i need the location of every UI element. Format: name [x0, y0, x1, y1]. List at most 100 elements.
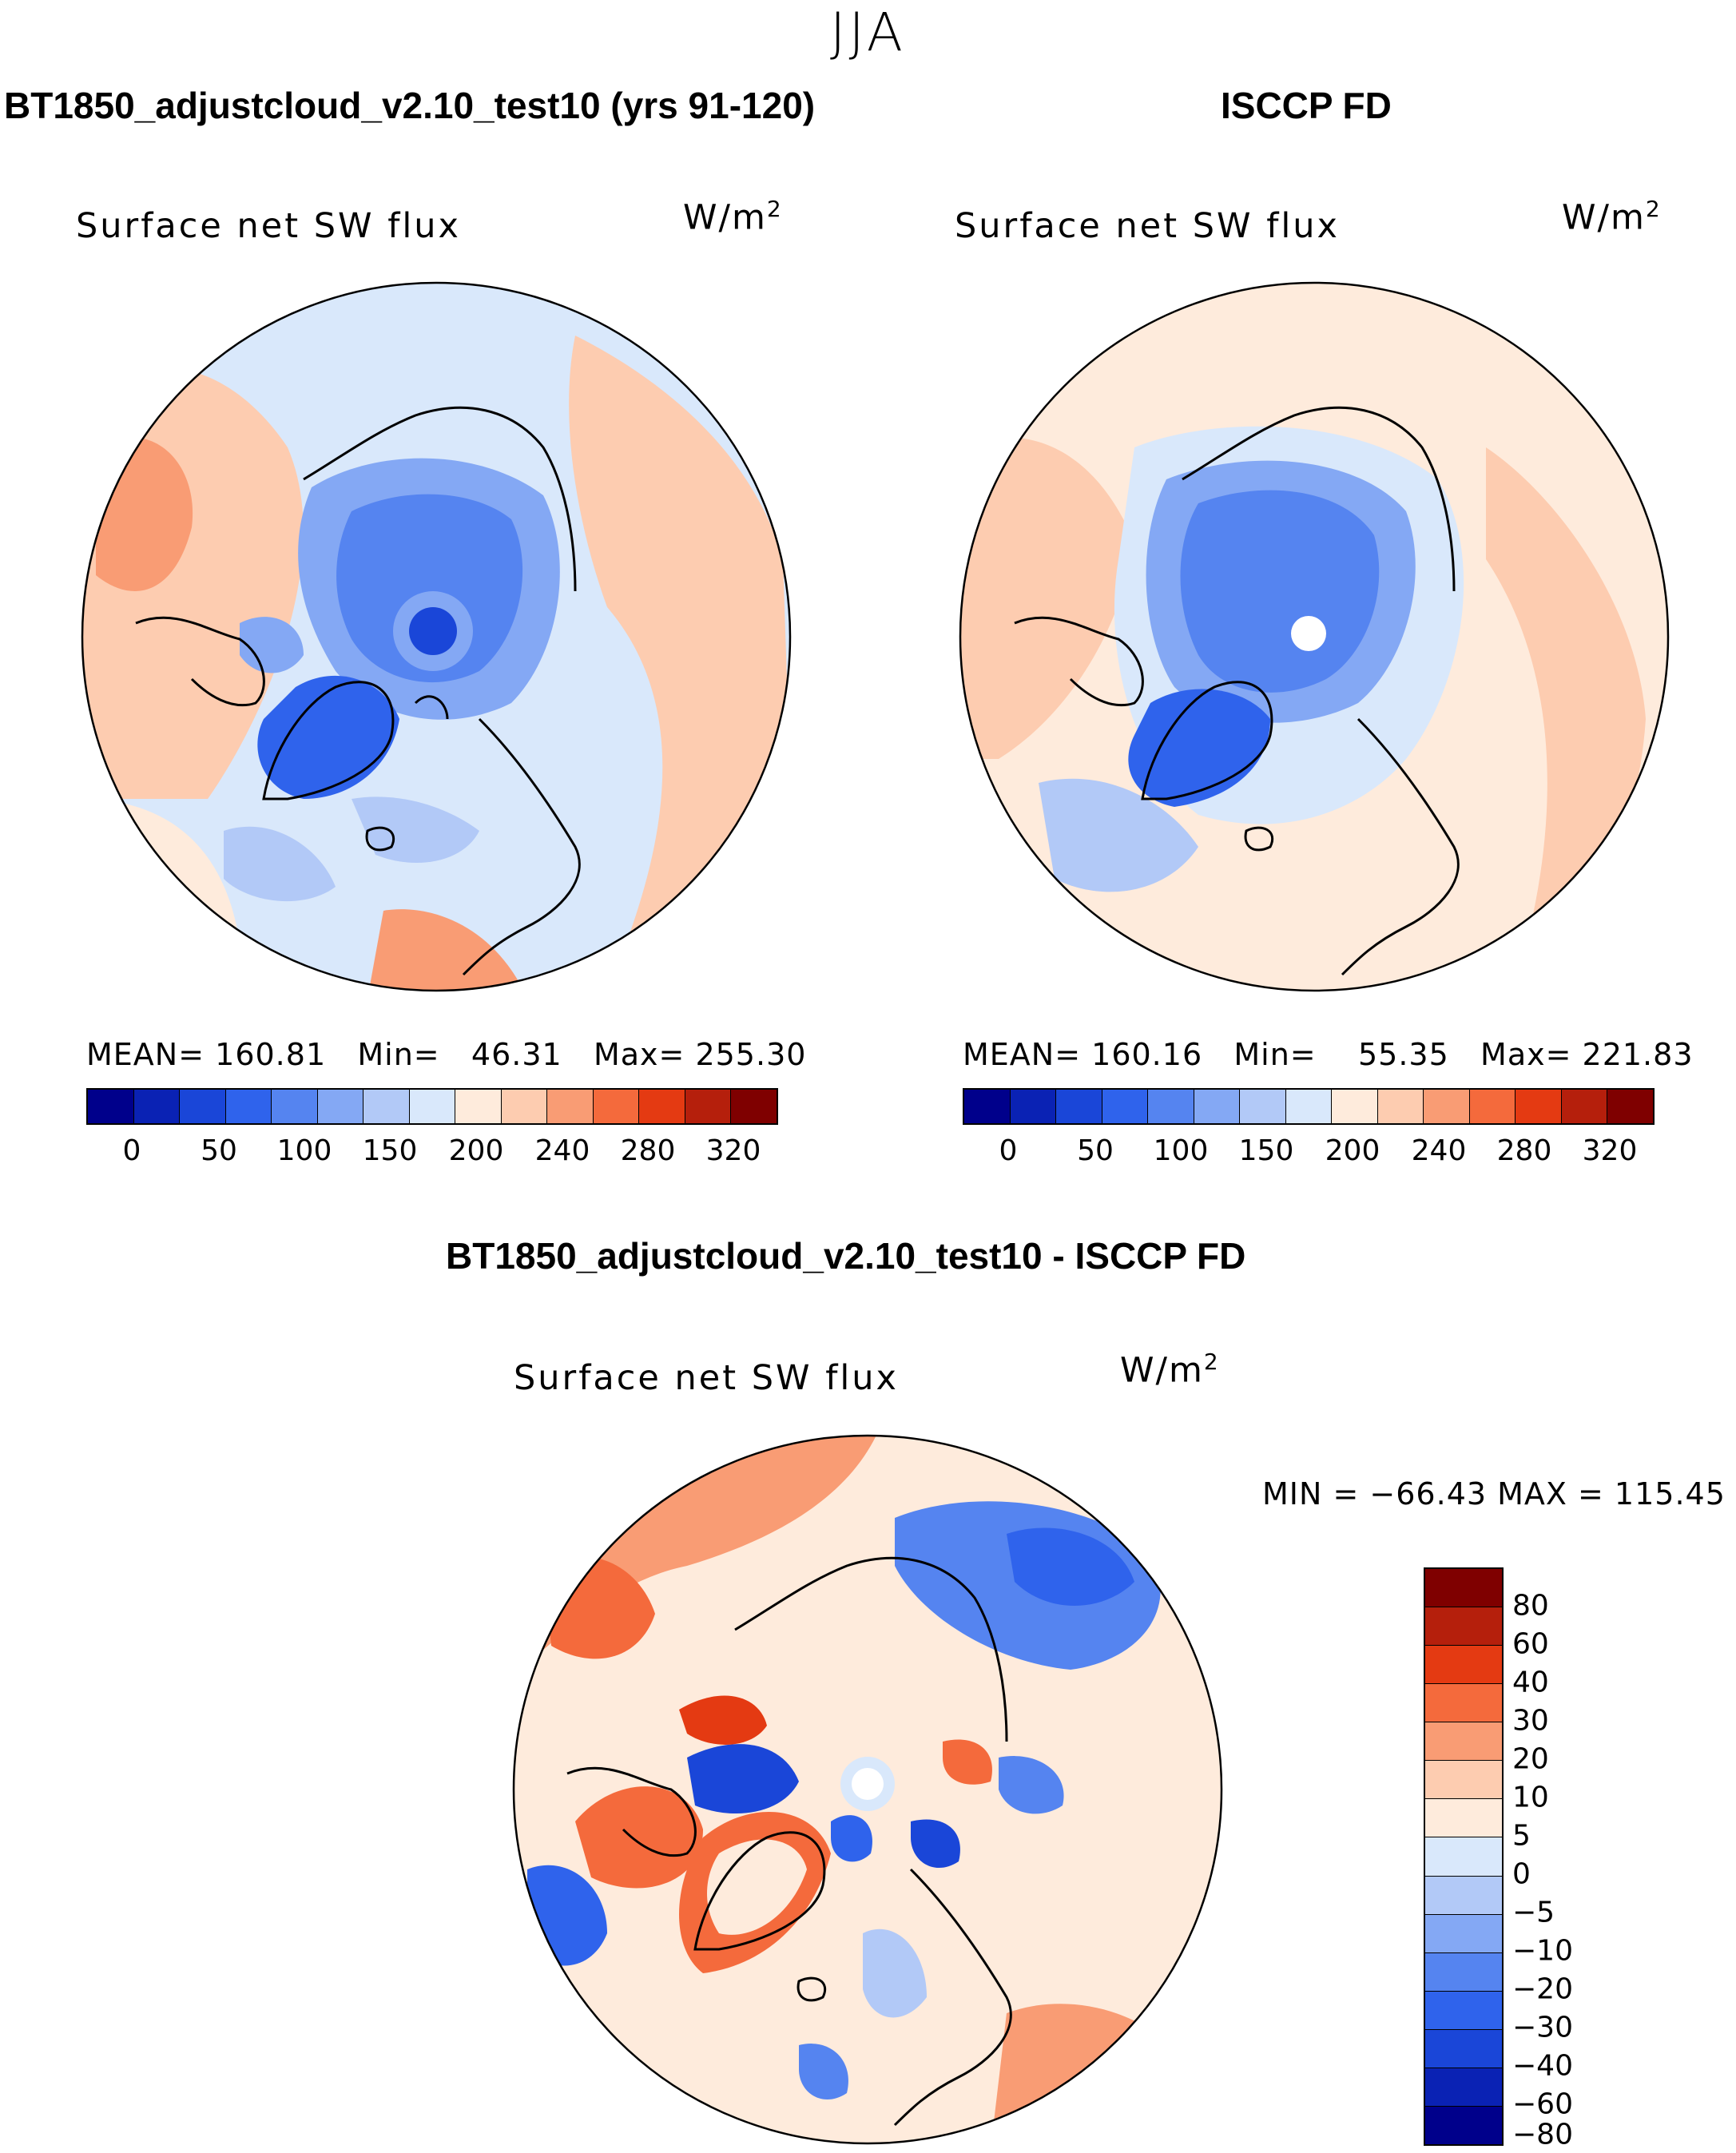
colorbar-segment — [1425, 1569, 1502, 1608]
colorbar-segment — [1469, 1090, 1516, 1123]
colorbar-segment — [1148, 1090, 1194, 1123]
obs-coastlines — [1014, 406, 1460, 976]
colorbar-segment — [685, 1090, 732, 1123]
diff-tick: −60 — [1512, 2087, 1573, 2121]
colorbar-segment — [1425, 1799, 1502, 1838]
model-units: W/m2 — [683, 196, 783, 238]
obs-colorbar — [963, 1088, 1655, 1125]
diff-tick: −30 — [1512, 2011, 1573, 2044]
obs-units: W/m2 — [1562, 196, 1662, 238]
obs-variable-label: Surface net SW flux — [955, 206, 1340, 246]
colorbar-segment — [317, 1090, 364, 1123]
colorbar-segment — [1425, 1991, 1502, 2030]
colorbar-segment — [1425, 1914, 1502, 1953]
colorbar-segment — [88, 1090, 134, 1123]
diff-tick: 0 — [1512, 1857, 1531, 1891]
colorbar-segment — [1425, 1607, 1502, 1647]
diff-tick: 5 — [1512, 1819, 1531, 1853]
colorbar-segment — [547, 1090, 594, 1123]
colorbar-segment — [593, 1090, 640, 1123]
model-variable-label: Surface net SW flux — [76, 206, 461, 246]
model-tick: 150 — [362, 1134, 418, 1167]
colorbar-segment — [363, 1090, 410, 1123]
diff-tick: 40 — [1512, 1666, 1549, 1699]
obs-tick: 150 — [1238, 1134, 1294, 1167]
colorbar-segment — [1425, 1876, 1502, 1915]
colorbar-segment — [1425, 1646, 1502, 1685]
model-tick: 200 — [448, 1134, 504, 1167]
colorbar-segment — [1285, 1090, 1333, 1123]
obs-tick: 200 — [1325, 1134, 1380, 1167]
model-panel-title: BT1850_adjustcloud_v2.10_test10 (yrs 91-… — [4, 85, 816, 126]
diff-tick: −10 — [1512, 1934, 1573, 1968]
colorbar-segment — [1425, 1722, 1502, 1762]
obs-tick: 280 — [1496, 1134, 1552, 1167]
model-tick: 280 — [620, 1134, 676, 1167]
colorbar-segment — [1561, 1090, 1608, 1123]
model-coastlines — [135, 406, 581, 976]
obs-tick: 320 — [1582, 1134, 1638, 1167]
diff-tick: 20 — [1512, 1742, 1549, 1776]
obs-field-shading — [960, 283, 1668, 991]
model-tick: 100 — [276, 1134, 332, 1167]
diff-colorbar — [1424, 1567, 1504, 2146]
colorbar-segment — [1425, 2029, 1502, 2068]
obs-colorbar-ticks: 0 50 100 150 200 240 280 320 — [963, 1134, 1651, 1174]
colorbar-segment — [964, 1090, 1011, 1123]
diff-tick: −5 — [1512, 1896, 1555, 1929]
model-tick: 0 — [122, 1134, 141, 1167]
colorbar-segment — [1425, 1684, 1502, 1723]
diff-tick: 80 — [1512, 1589, 1549, 1623]
obs-tick: 0 — [999, 1134, 1018, 1167]
diff-tick: −20 — [1512, 1972, 1573, 2006]
colorbar-segment — [1010, 1090, 1057, 1123]
colorbar-segment — [1424, 1090, 1470, 1123]
colorbar-segment — [1425, 1761, 1502, 1800]
diff-pole-hole — [852, 1768, 884, 1800]
diff-variable-label: Surface net SW flux — [514, 1358, 899, 1398]
colorbar-segment — [1102, 1090, 1149, 1123]
colorbar-segment — [1516, 1090, 1562, 1123]
model-tick: 240 — [534, 1134, 590, 1167]
diff-field-shading — [514, 1436, 1222, 2143]
diff-tick: −40 — [1512, 2049, 1573, 2083]
model-tick: 50 — [201, 1134, 237, 1167]
diff-tick: 10 — [1512, 1781, 1549, 1814]
colorbar-segment — [1425, 1952, 1502, 1992]
colorbar-segment — [225, 1090, 272, 1123]
obs-stats: MEAN= 160.16 Min= 55.35 Max= 221.83 — [963, 1037, 1694, 1072]
colorbar-segment — [501, 1090, 548, 1123]
obs-tick: 100 — [1153, 1134, 1209, 1167]
season-label: JJA — [830, 2, 906, 63]
colorbar-segment — [272, 1090, 318, 1123]
colorbar-segment — [731, 1090, 777, 1123]
colorbar-segment — [1425, 1837, 1502, 1877]
diff-tick: 30 — [1512, 1704, 1549, 1738]
colorbar-segment — [1607, 1090, 1653, 1123]
obs-panel-title: ISCCP FD — [1221, 85, 1392, 126]
diff-panel-title: BT1850_adjustcloud_v2.10_test10 - ISCCP … — [446, 1235, 1246, 1277]
model-colorbar — [86, 1088, 778, 1125]
obs-tick: 50 — [1077, 1134, 1114, 1167]
colorbar-segment — [1377, 1090, 1424, 1123]
model-stats: MEAN= 160.81 Min= 46.31 Max= 255.30 — [86, 1037, 807, 1072]
colorbar-segment — [409, 1090, 456, 1123]
diff-tick: 60 — [1512, 1627, 1549, 1661]
colorbar-segment — [133, 1090, 181, 1123]
colorbar-segment — [180, 1090, 226, 1123]
diff-colorbar-ticks: 80 60 40 30 20 10 5 0 −5 −10 −20 −30 −40… — [1512, 1567, 1632, 2151]
colorbar-segment — [639, 1090, 685, 1123]
model-tick: 320 — [705, 1134, 761, 1167]
diff-tick: −80 — [1512, 2118, 1573, 2151]
diff-minmax: MIN = −66.43 MAX = 115.45 — [1262, 1476, 1726, 1511]
colorbar-segment — [1240, 1090, 1286, 1123]
colorbar-segment — [1194, 1090, 1241, 1123]
obs-pole-hole — [1291, 616, 1326, 651]
colorbar-segment — [1332, 1090, 1378, 1123]
colorbar-segment — [1056, 1090, 1102, 1123]
colorbar-segment — [455, 1090, 502, 1123]
model-colorbar-ticks: 0 50 100 150 200 240 280 320 — [86, 1134, 775, 1174]
